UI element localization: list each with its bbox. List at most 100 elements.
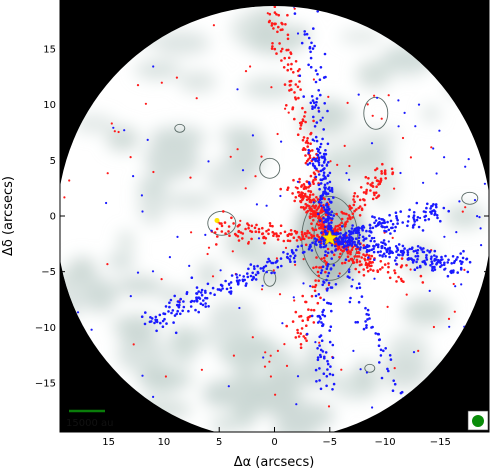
red-point [301,148,305,151]
red-point [312,218,315,222]
blue-point [171,309,175,312]
blue-point [319,245,322,249]
blue-point [316,72,319,76]
red-point [318,223,322,226]
blue-point [458,200,461,203]
blue-point [382,252,386,256]
blue-point [353,240,356,244]
contour-line [259,157,281,179]
red-point [386,270,390,274]
blue-point [351,237,355,241]
red-point [393,271,397,275]
blue-point [439,219,442,223]
blue-point [326,182,329,185]
blue-point [314,135,318,139]
red-point [273,232,276,235]
red-point [305,339,308,343]
blue-point [431,265,434,269]
red-point [393,269,396,272]
blue-point [412,214,416,217]
red-point [253,226,257,230]
red-point [293,299,296,302]
red-point [355,208,358,211]
contour-line [174,123,186,133]
blue-point [446,261,450,264]
blue-point [370,231,373,234]
red-point [282,239,286,243]
blue-point [242,275,245,278]
red-point [299,238,303,241]
blue-point [416,258,419,261]
blue-point [375,224,379,227]
red-point [309,193,312,197]
blue-point [447,258,450,262]
red-point [249,65,252,68]
red-point [314,204,318,208]
blue-point [295,248,298,252]
blue-point [271,261,275,265]
red-point [388,276,392,280]
x-axis-ticks: 15 10 5 0 −5 −10 −15 [102,0,451,448]
blue-point [318,367,321,370]
red-point [238,223,241,227]
blue-point [312,101,316,104]
blue-point [209,291,212,295]
blue-point [236,88,239,91]
blue-point [394,245,398,248]
blue-point [323,158,327,161]
x-tick-label: −10 [375,437,396,448]
red-point [250,230,254,234]
blue-point [323,102,327,105]
emission-blob [106,126,140,152]
blue-point [313,237,317,240]
blue-point [365,324,368,327]
blue-point [320,237,323,240]
red-point [296,85,300,89]
blue-point [205,296,209,300]
blue-point [483,182,486,185]
blue-point [317,293,321,296]
blue-point [411,226,415,229]
blue-point [112,126,115,129]
red-point [364,261,368,265]
emission-blob [369,163,397,206]
blue-point [305,32,309,36]
red-point [275,52,278,55]
blue-point [328,171,332,175]
red-point [302,206,305,209]
red-point [294,310,298,314]
blue-point [377,338,381,342]
blue-point [351,278,354,281]
emission-blob [232,394,257,430]
emission-blob [242,76,298,100]
blue-point [318,219,322,222]
red-point [280,59,283,62]
red-point [391,172,394,176]
blue-point [412,224,415,227]
blue-point [315,97,319,100]
blue-point [358,286,362,290]
red-point [294,60,298,63]
emission-blob [117,230,135,253]
blue-point [229,292,233,295]
blue-point [307,151,310,155]
blue-point [187,309,190,313]
red-point [232,354,235,357]
red-point [365,266,369,269]
blue-point [393,259,397,262]
red-point [309,200,313,204]
blue-point [322,206,326,209]
red-point [268,360,271,363]
red-point [362,253,365,256]
blue-point [235,276,239,279]
red-point [405,264,408,267]
blue-point [213,293,216,297]
red-point [299,200,303,204]
blue-point [398,253,401,257]
blue-point [326,362,330,366]
blue-point [397,125,400,128]
blue-point [386,367,389,371]
blue-point [176,235,179,238]
red-point [291,106,295,109]
red-point [373,193,376,197]
